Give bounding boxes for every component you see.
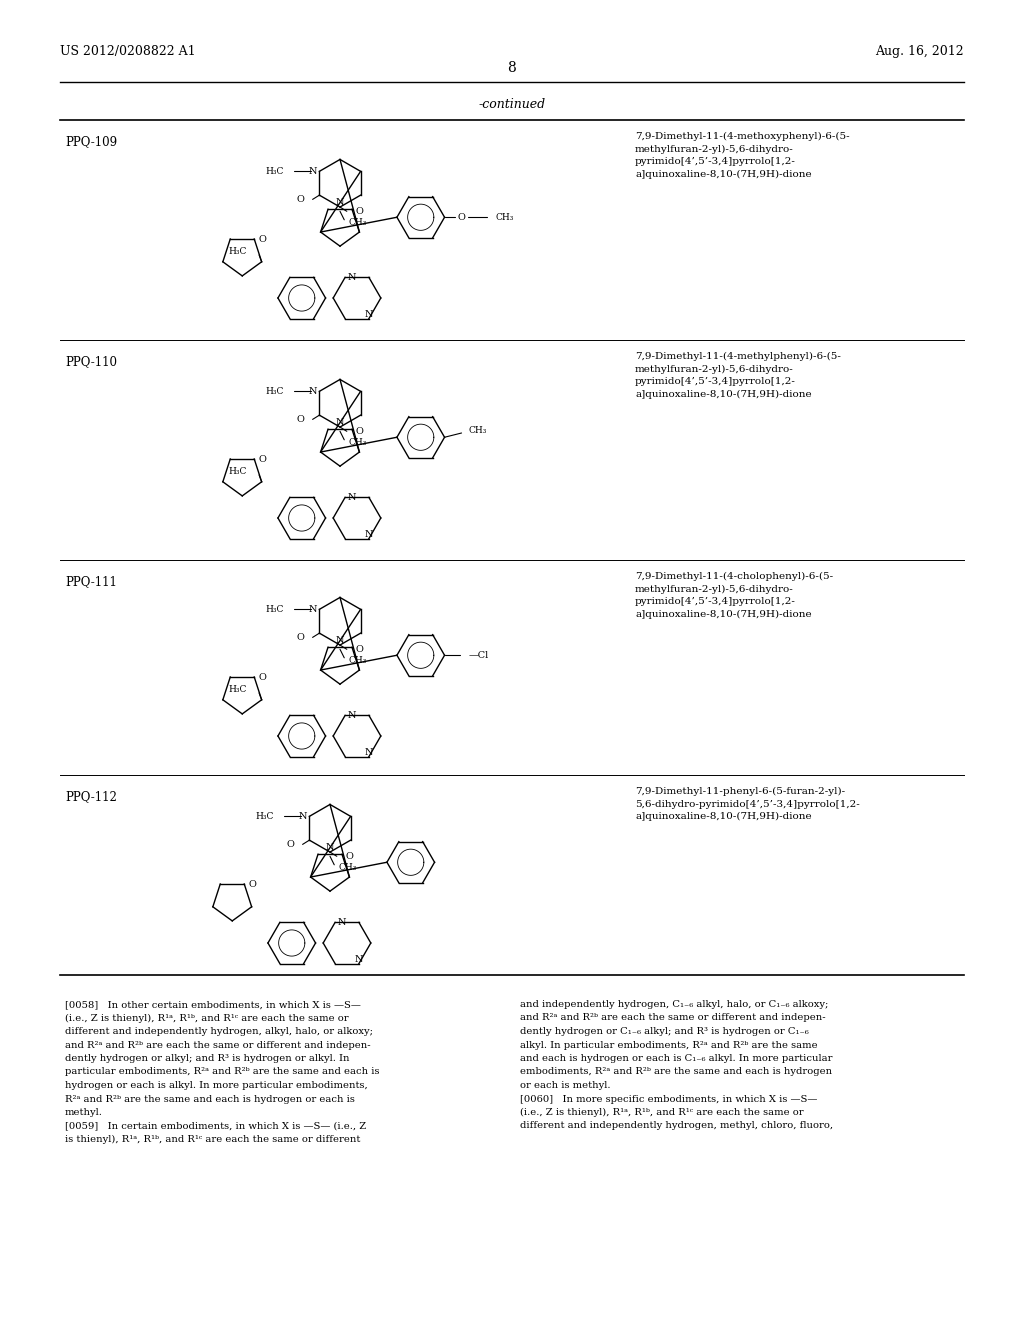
- Text: N: N: [348, 711, 356, 719]
- Text: O: O: [458, 213, 466, 222]
- Text: N: N: [365, 747, 373, 756]
- Text: O: O: [287, 840, 294, 849]
- Text: and R²ᵃ and R²ᵇ are each the same or different and indepen-: and R²ᵃ and R²ᵇ are each the same or dif…: [520, 1014, 825, 1023]
- Text: H₃C: H₃C: [228, 247, 247, 256]
- Text: PPQ-112: PPQ-112: [65, 791, 117, 804]
- Text: N: N: [336, 418, 344, 428]
- Text: H₃C: H₃C: [265, 387, 284, 396]
- Text: O: O: [355, 426, 364, 436]
- Text: US 2012/0208822 A1: US 2012/0208822 A1: [60, 45, 196, 58]
- Text: N: N: [308, 387, 316, 396]
- Text: H₃C: H₃C: [228, 466, 247, 475]
- Text: N: N: [308, 605, 316, 614]
- Text: embodiments, R²ᵃ and R²ᵇ are the same and each is hydrogen: embodiments, R²ᵃ and R²ᵇ are the same an…: [520, 1068, 833, 1077]
- Text: CH₃: CH₃: [348, 438, 367, 447]
- Text: O: O: [258, 673, 266, 681]
- Text: H₃C: H₃C: [228, 685, 247, 693]
- Text: 7,9-Dimethyl-11-(4-cholophenyl)-6-(5-
methylfuran-2-yl)-5,6-dihydro-
pyrimido[4’: 7,9-Dimethyl-11-(4-cholophenyl)-6-(5- me…: [635, 572, 834, 619]
- Text: O: O: [296, 195, 304, 203]
- Text: and independently hydrogen, C₁₋₆ alkyl, halo, or C₁₋₆ alkoxy;: and independently hydrogen, C₁₋₆ alkyl, …: [520, 1001, 828, 1008]
- Text: —Cl: —Cl: [468, 651, 488, 660]
- Text: O: O: [249, 879, 256, 888]
- Text: N: N: [354, 954, 364, 964]
- Text: N: N: [365, 310, 373, 318]
- Text: (i.e., Z is thienyl), R¹ᵃ, R¹ᵇ, and R¹ᶜ are each the same or: (i.e., Z is thienyl), R¹ᵃ, R¹ᵇ, and R¹ᶜ …: [65, 1014, 348, 1023]
- Text: -continued: -continued: [478, 99, 546, 111]
- Text: 7,9-Dimethyl-11-phenyl-6-(5-furan-2-yl)-
5,6-dihydro-pyrimido[4’,5’-3,4]pyrrolo[: 7,9-Dimethyl-11-phenyl-6-(5-furan-2-yl)-…: [635, 787, 860, 821]
- Text: [0058]   In other certain embodiments, in which X is —S—: [0058] In other certain embodiments, in …: [65, 1001, 360, 1008]
- Text: hydrogen or each is alkyl. In more particular embodiments,: hydrogen or each is alkyl. In more parti…: [65, 1081, 368, 1090]
- Text: PPQ-111: PPQ-111: [65, 576, 117, 589]
- Text: and each is hydrogen or each is C₁₋₆ alkyl. In more particular: and each is hydrogen or each is C₁₋₆ alk…: [520, 1053, 833, 1063]
- Text: N: N: [348, 492, 356, 502]
- Text: 7,9-Dimethyl-11-(4-methoxyphenyl)-6-(5-
methylfuran-2-yl)-5,6-dihydro-
pyrimido[: 7,9-Dimethyl-11-(4-methoxyphenyl)-6-(5- …: [635, 132, 850, 180]
- Text: N: N: [365, 529, 373, 539]
- Text: O: O: [258, 235, 266, 244]
- Text: [0060]   In more specific embodiments, in which X is —S—: [0060] In more specific embodiments, in …: [520, 1094, 817, 1104]
- Text: R²ᵃ and R²ᵇ are the same and each is hydrogen or each is: R²ᵃ and R²ᵇ are the same and each is hyd…: [65, 1094, 355, 1104]
- Text: CH₃: CH₃: [339, 863, 357, 871]
- Text: Aug. 16, 2012: Aug. 16, 2012: [876, 45, 964, 58]
- Text: O: O: [296, 632, 304, 642]
- Text: H₃C: H₃C: [255, 812, 273, 821]
- Text: dently hydrogen or alkyl; and R³ is hydrogen or alkyl. In: dently hydrogen or alkyl; and R³ is hydr…: [65, 1053, 349, 1063]
- Text: H₃C: H₃C: [265, 166, 284, 176]
- Text: PPQ-110: PPQ-110: [65, 355, 117, 368]
- Text: O: O: [345, 851, 353, 861]
- Text: N: N: [348, 273, 356, 282]
- Text: O: O: [258, 455, 266, 463]
- Text: N: N: [308, 166, 316, 176]
- Text: N: N: [326, 843, 334, 851]
- Text: O: O: [355, 644, 364, 653]
- Text: 7,9-Dimethyl-11-(4-methylphenyl)-6-(5-
methylfuran-2-yl)-5,6-dihydro-
pyrimido[4: 7,9-Dimethyl-11-(4-methylphenyl)-6-(5- m…: [635, 352, 841, 399]
- Text: N: N: [338, 917, 346, 927]
- Text: [0059]   In certain embodiments, in which X is —S— (i.e., Z: [0059] In certain embodiments, in which …: [65, 1122, 367, 1130]
- Text: N: N: [336, 198, 344, 207]
- Text: 8: 8: [508, 61, 516, 75]
- Text: particular embodiments, R²ᵃ and R²ᵇ are the same and each is: particular embodiments, R²ᵃ and R²ᵇ are …: [65, 1068, 380, 1077]
- Text: and R²ᵃ and R²ᵇ are each the same or different and indepen-: and R²ᵃ and R²ᵇ are each the same or dif…: [65, 1040, 371, 1049]
- Text: alkyl. In particular embodiments, R²ᵃ and R²ᵇ are the same: alkyl. In particular embodiments, R²ᵃ an…: [520, 1040, 817, 1049]
- Text: H₃C: H₃C: [265, 605, 284, 614]
- Text: is thienyl), R¹ᵃ, R¹ᵇ, and R¹ᶜ are each the same or different: is thienyl), R¹ᵃ, R¹ᵇ, and R¹ᶜ are each …: [65, 1135, 360, 1144]
- Text: dently hydrogen or C₁₋₆ alkyl; and R³ is hydrogen or C₁₋₆: dently hydrogen or C₁₋₆ alkyl; and R³ is…: [520, 1027, 809, 1036]
- Text: O: O: [355, 207, 364, 215]
- Text: O: O: [296, 414, 304, 424]
- Text: different and independently hydrogen, alkyl, halo, or alkoxy;: different and independently hydrogen, al…: [65, 1027, 373, 1036]
- Text: CH₃: CH₃: [496, 213, 514, 222]
- Text: different and independently hydrogen, methyl, chloro, fluoro,: different and independently hydrogen, me…: [520, 1122, 834, 1130]
- Text: CH₃: CH₃: [348, 656, 367, 665]
- Text: (i.e., Z is thienyl), R¹ᵃ, R¹ᵇ, and R¹ᶜ are each the same or: (i.e., Z is thienyl), R¹ᵃ, R¹ᵇ, and R¹ᶜ …: [520, 1107, 804, 1117]
- Text: CH₃: CH₃: [348, 218, 367, 227]
- Text: N: N: [336, 636, 344, 645]
- Text: or each is methyl.: or each is methyl.: [520, 1081, 610, 1090]
- Text: PPQ-109: PPQ-109: [65, 136, 117, 149]
- Text: N: N: [298, 812, 307, 821]
- Text: methyl.: methyl.: [65, 1107, 102, 1117]
- Text: CH₃: CH₃: [468, 426, 486, 436]
